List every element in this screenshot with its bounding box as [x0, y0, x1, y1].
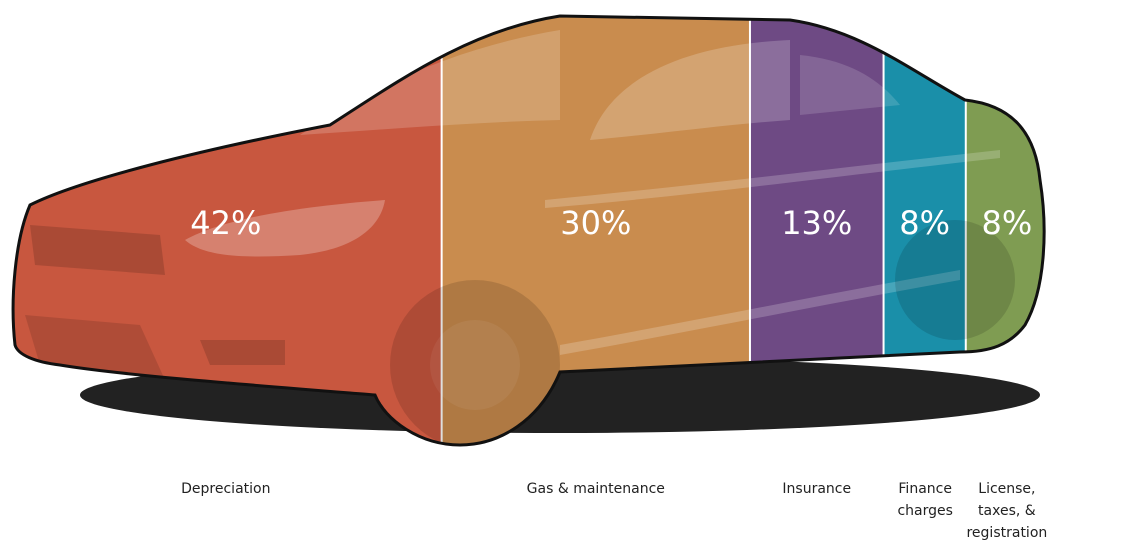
- value-label: 8%: [982, 204, 1033, 242]
- value-label: 13%: [781, 204, 852, 242]
- value-label: 30%: [560, 204, 631, 242]
- category-label: License, taxes, & registration: [966, 481, 1048, 541]
- value-labels: 42% 30% 13% 8% 8%: [190, 204, 1032, 242]
- car-chart: 42% 30% 13% 8% 8%: [11, 14, 1046, 447]
- value-label: 42%: [190, 204, 261, 242]
- segment: [749, 16, 884, 445]
- segment: [965, 16, 1045, 445]
- infographic: 42% 30% 13% 8% 8% Depreciation Gas & maintena…: [11, 14, 1047, 541]
- category-label: Gas & maintenance: [526, 481, 665, 497]
- segment: [13, 16, 442, 445]
- segments: [13, 16, 1045, 445]
- category-label: Finance charges: [897, 481, 953, 519]
- category-label: Depreciation: [181, 481, 271, 497]
- value-label: 8%: [899, 204, 950, 242]
- category-label: Insurance: [782, 481, 852, 497]
